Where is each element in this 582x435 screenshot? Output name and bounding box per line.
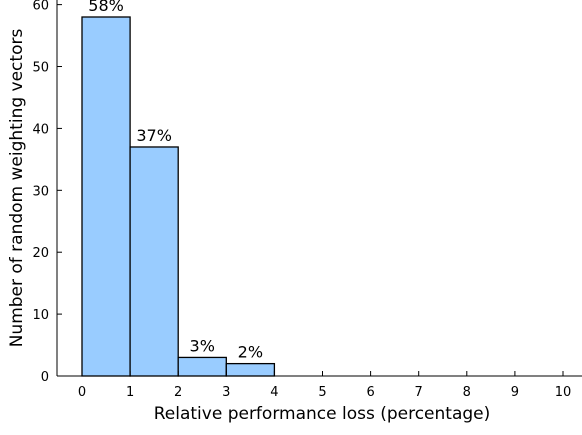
y-tick-label-6: 60	[32, 0, 49, 14]
x-tick-label-3: 3	[222, 385, 230, 400]
bar-1	[129, 146, 179, 377]
x-ticks-group: 0 1 2 3 4 5 6 7 8 9 10	[78, 371, 571, 400]
x-tick-label-7: 7	[415, 385, 423, 400]
x-axis-title: Relative performance loss (percentage)	[154, 404, 491, 424]
bars-group	[81, 16, 276, 377]
x-tick-label-5: 5	[318, 385, 326, 400]
bar-label-1: 37%	[136, 126, 172, 145]
y-axis-title: Number of random weighting vectors	[7, 29, 27, 348]
x-tick-label-4: 4	[270, 385, 278, 400]
x-tick-label-6: 6	[366, 385, 374, 400]
x-tick-label-10: 10	[555, 385, 572, 400]
bar-labels-group: 58% 37% 3% 2%	[88, 0, 263, 362]
bar-2	[177, 356, 227, 377]
y-tick-label-2: 20	[32, 246, 49, 261]
bar-label-2: 3%	[190, 336, 215, 355]
x-tick-label-2: 2	[174, 385, 182, 400]
bar-label-0: 58%	[88, 0, 124, 15]
x-tick-label-1: 1	[126, 385, 134, 400]
bar-label-3: 2%	[238, 343, 263, 362]
y-tick-label-1: 10	[32, 308, 49, 323]
bar-3	[225, 362, 276, 377]
x-tick-label-9: 9	[511, 385, 519, 400]
y-tick-label-0: 0	[41, 370, 49, 385]
axes-group	[56, 0, 582, 377]
y-ticks-group: 0 10 20 30 40 50 60	[32, 0, 62, 385]
y-tick-label-4: 40	[32, 122, 49, 137]
y-tick-label-5: 50	[32, 61, 49, 76]
x-tick-label-0: 0	[78, 385, 86, 400]
x-tick-label-8: 8	[463, 385, 471, 400]
bar-0	[81, 16, 131, 377]
y-tick-label-3: 30	[32, 184, 49, 199]
